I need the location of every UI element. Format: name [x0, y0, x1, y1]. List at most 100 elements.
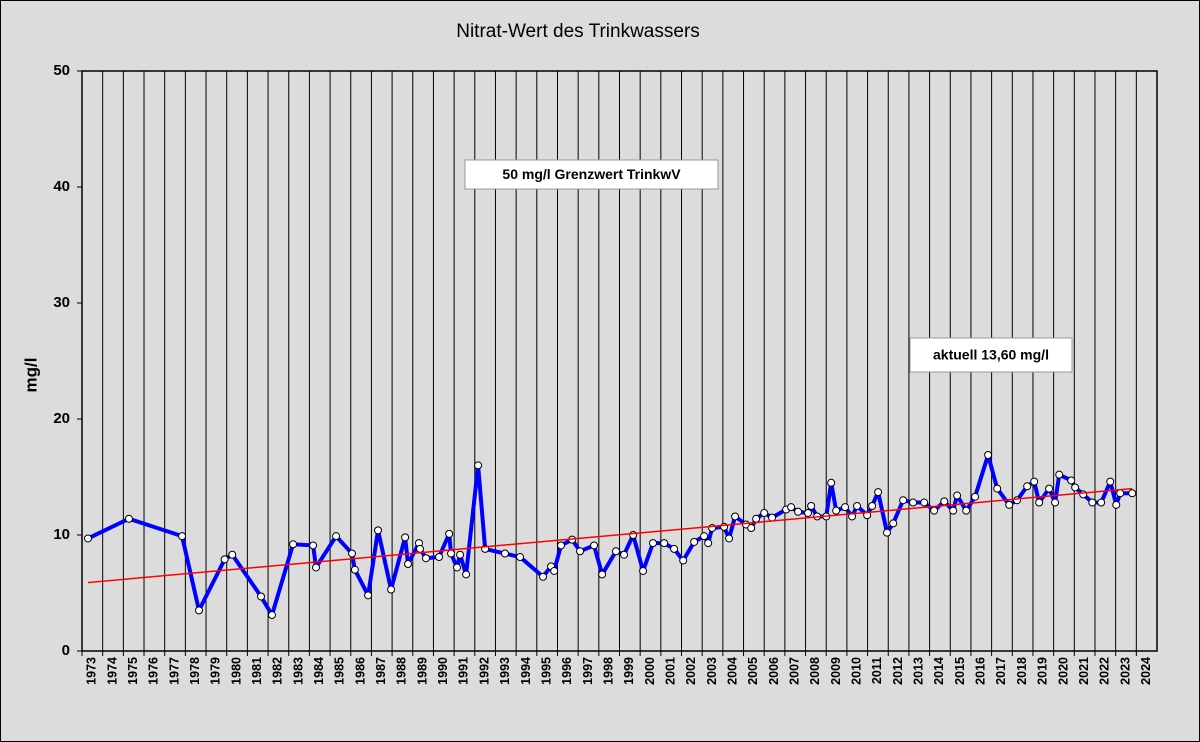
- data-point: [374, 526, 383, 535]
- data-point: [312, 563, 321, 572]
- x-tick-label: 1992: [477, 657, 491, 685]
- x-tick-label: 2017: [994, 657, 1008, 685]
- data-point: [124, 514, 133, 523]
- data-point: [962, 506, 971, 515]
- data-point: [984, 450, 993, 459]
- data-point: [953, 491, 962, 500]
- data-point: [909, 498, 918, 507]
- data-point: [590, 541, 599, 550]
- x-tick-label: 2020: [1056, 657, 1070, 685]
- data-point: [445, 529, 454, 538]
- data-point: [760, 508, 769, 517]
- data-point: [220, 555, 229, 564]
- x-tick-label: 1979: [209, 657, 223, 685]
- data-point: [289, 540, 298, 549]
- y-tick-label: 50: [53, 62, 70, 79]
- x-tick-label: 1980: [229, 657, 243, 685]
- annotation-box: [909, 337, 1073, 373]
- x-tick-label: 1991: [457, 657, 471, 685]
- x-tick-label: 1987: [374, 657, 388, 685]
- data-point: [178, 532, 187, 541]
- x-tick-label: 1996: [560, 657, 574, 685]
- data-point: [620, 550, 629, 559]
- x-tick-label: 1995: [539, 657, 553, 685]
- data-point: [1071, 483, 1080, 492]
- x-tick-label: 1989: [415, 657, 429, 685]
- y-tick-label: 30: [53, 294, 70, 311]
- data-point: [453, 563, 462, 572]
- data-point: [267, 611, 276, 620]
- y-tick-label: 10: [53, 526, 70, 543]
- data-point: [853, 502, 862, 510]
- x-tick-label: 1993: [498, 657, 512, 685]
- x-tick-label: 2003: [705, 657, 719, 685]
- data-point: [1128, 489, 1137, 498]
- data-point: [679, 556, 688, 565]
- x-tick-label: 2000: [643, 657, 657, 685]
- data-point: [347, 549, 356, 558]
- x-tick-label: 1990: [436, 657, 450, 685]
- data-point: [690, 537, 699, 546]
- data-point: [456, 550, 465, 559]
- x-tick-label: 2006: [767, 657, 781, 685]
- x-tick-label: 2007: [788, 657, 802, 685]
- data-point: [1067, 476, 1076, 485]
- y-tick-label: 0: [62, 642, 70, 659]
- x-tick-label: 2016: [974, 657, 988, 685]
- x-tick-label: 2010: [850, 657, 864, 685]
- x-tick-label: 2013: [912, 657, 926, 685]
- data-point: [868, 502, 877, 510]
- data-point: [747, 524, 756, 533]
- x-tick-label: 1986: [353, 657, 367, 685]
- data-point: [648, 539, 657, 548]
- data-point: [832, 506, 841, 515]
- data-point: [1013, 496, 1022, 505]
- data-point: [550, 566, 559, 575]
- data-point: [228, 550, 237, 559]
- data-point: [556, 541, 565, 550]
- data-point: [1030, 477, 1039, 486]
- x-tick-label: 2015: [953, 657, 967, 685]
- x-tick-label: 1978: [188, 657, 202, 685]
- x-tick-label: 2021: [1077, 657, 1091, 685]
- data-point: [700, 532, 709, 541]
- x-tick-label: 1983: [291, 657, 305, 685]
- data-point: [1106, 477, 1115, 486]
- data-point: [1045, 484, 1054, 493]
- data-point: [1116, 489, 1125, 498]
- data-point: [422, 554, 430, 563]
- data-point: [350, 565, 359, 574]
- x-tick-label: 2012: [891, 657, 905, 685]
- x-tick-label: 1976: [147, 657, 161, 685]
- data-point: [309, 541, 318, 550]
- x-tick-label: 2024: [1139, 657, 1153, 685]
- data-point: [257, 592, 266, 601]
- x-tick-label: 1981: [250, 657, 264, 685]
- data-point: [920, 498, 929, 507]
- data-point: [731, 512, 740, 521]
- data-point: [83, 534, 92, 543]
- x-tick-label: 2023: [1118, 657, 1132, 685]
- data-point: [704, 539, 713, 548]
- data-point: [401, 533, 410, 542]
- annotation: 50 mg/l Grenzwert TrinkwV: [502, 166, 681, 182]
- x-tick-label: 2019: [1036, 657, 1050, 685]
- x-tick-label: 2005: [746, 657, 760, 685]
- data-point: [447, 549, 456, 558]
- data-point: [611, 547, 620, 556]
- data-point: [404, 560, 413, 568]
- data-point: [500, 549, 509, 558]
- x-tick-label: 1984: [312, 657, 326, 685]
- x-tick-label: 1982: [271, 657, 285, 685]
- x-tick-label: 1975: [126, 657, 140, 685]
- data-point: [1097, 498, 1106, 507]
- data-point: [639, 566, 648, 575]
- trend-line: [87, 487, 1133, 584]
- chart-title: Nitrat-Wert des Trinkwassers: [456, 21, 700, 42]
- x-tick-label: 1973: [85, 657, 99, 685]
- data-point: [889, 519, 898, 528]
- data-point: [416, 544, 425, 553]
- data-point: [1055, 470, 1064, 479]
- annotation: aktuell 13,60 mg/l: [933, 347, 1049, 363]
